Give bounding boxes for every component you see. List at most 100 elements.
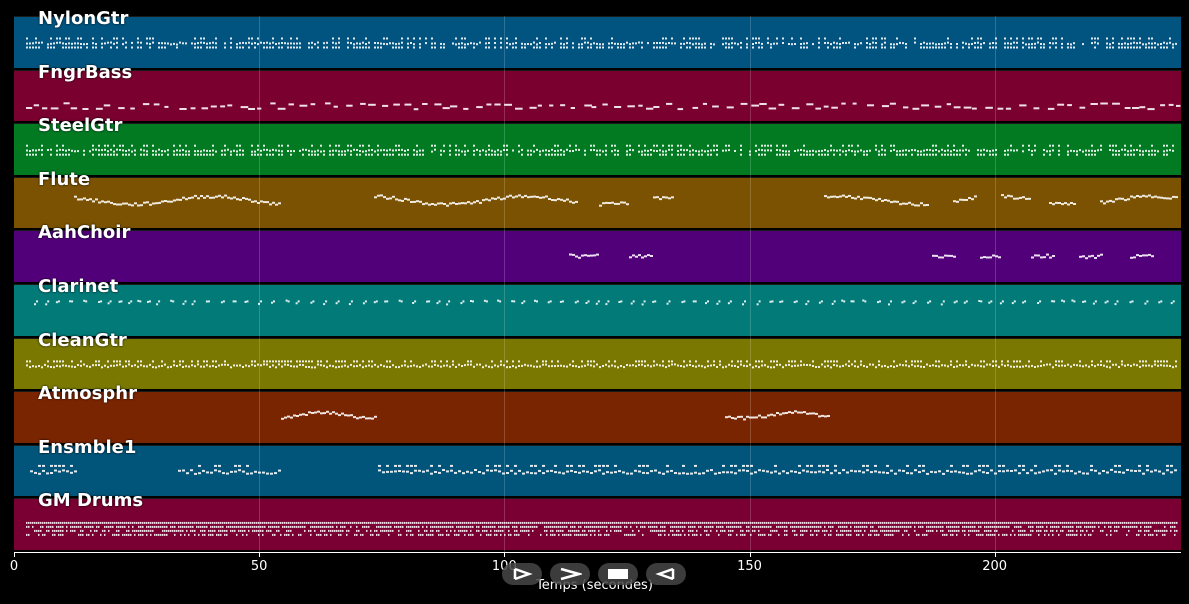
note bbox=[824, 415, 827, 418]
note bbox=[50, 153, 52, 156]
note bbox=[1160, 364, 1162, 367]
note bbox=[191, 360, 193, 363]
track-ensmble1[interactable]: Ensmble1 bbox=[14, 437, 1181, 497]
note bbox=[881, 144, 883, 147]
note bbox=[966, 525, 968, 528]
stop-button[interactable] bbox=[598, 563, 638, 585]
note bbox=[695, 37, 697, 40]
note bbox=[610, 525, 612, 528]
note bbox=[1046, 469, 1049, 472]
note bbox=[560, 149, 562, 152]
note bbox=[407, 153, 409, 156]
note bbox=[58, 464, 61, 467]
note bbox=[310, 103, 316, 106]
note bbox=[500, 41, 502, 44]
note bbox=[1058, 360, 1060, 363]
note bbox=[524, 525, 526, 528]
note bbox=[512, 521, 514, 524]
note bbox=[1016, 360, 1018, 363]
note bbox=[496, 529, 498, 532]
note bbox=[80, 525, 82, 528]
track-fngrbass[interactable]: FngrBass bbox=[14, 62, 1181, 122]
note bbox=[77, 198, 80, 201]
note bbox=[940, 303, 943, 306]
note bbox=[430, 525, 432, 528]
note bbox=[1166, 197, 1169, 200]
note bbox=[266, 201, 269, 204]
note bbox=[29, 360, 31, 363]
note bbox=[402, 525, 404, 528]
note bbox=[236, 150, 238, 153]
track-gm-drums[interactable]: GM Drums bbox=[14, 490, 1181, 550]
note bbox=[1007, 360, 1009, 363]
step-forward-button[interactable] bbox=[502, 563, 542, 585]
note bbox=[1028, 148, 1030, 151]
note bbox=[845, 195, 848, 198]
note bbox=[953, 106, 961, 109]
note bbox=[408, 521, 410, 524]
note bbox=[1098, 525, 1100, 528]
piano-roll[interactable]: NylonGtr FngrBass SteelGtr Flute AahChoir Cla… bbox=[14, 8, 1181, 552]
note bbox=[848, 533, 850, 536]
track-steelgtr[interactable]: SteelGtr bbox=[14, 115, 1181, 175]
note bbox=[869, 43, 871, 46]
note bbox=[506, 46, 508, 49]
note bbox=[380, 149, 382, 152]
note bbox=[420, 521, 422, 524]
track-aahchoir[interactable]: AahChoir bbox=[14, 222, 1181, 282]
note bbox=[905, 149, 907, 152]
note bbox=[98, 153, 100, 156]
note bbox=[281, 153, 283, 156]
note bbox=[347, 144, 349, 147]
note bbox=[1124, 153, 1126, 156]
note bbox=[1024, 521, 1026, 524]
note bbox=[893, 46, 895, 49]
note bbox=[930, 470, 933, 473]
note bbox=[341, 360, 343, 363]
note bbox=[566, 464, 569, 467]
note bbox=[576, 533, 578, 536]
note bbox=[884, 153, 886, 156]
note bbox=[602, 103, 608, 106]
note bbox=[1067, 42, 1069, 45]
note bbox=[600, 521, 602, 524]
note bbox=[1048, 533, 1050, 536]
note bbox=[570, 529, 572, 532]
track-clarinet[interactable]: Clarinet bbox=[14, 276, 1181, 336]
note bbox=[983, 148, 985, 151]
note bbox=[879, 300, 881, 303]
note bbox=[1148, 364, 1150, 367]
track-cleangtr[interactable]: CleanGtr bbox=[14, 330, 1181, 390]
note bbox=[650, 529, 652, 532]
note bbox=[779, 363, 781, 366]
note bbox=[523, 300, 526, 303]
track-nylongtr[interactable]: NylonGtr bbox=[14, 8, 1181, 68]
note bbox=[242, 521, 244, 524]
grid-line bbox=[994, 16, 996, 552]
note bbox=[430, 521, 432, 524]
note bbox=[156, 533, 158, 536]
note bbox=[244, 525, 246, 528]
note bbox=[590, 144, 592, 147]
note bbox=[1034, 46, 1036, 49]
note bbox=[358, 521, 360, 524]
note bbox=[184, 300, 187, 303]
note bbox=[47, 46, 49, 49]
note bbox=[1148, 42, 1150, 45]
track-atmosphr[interactable]: Atmosphr bbox=[14, 383, 1181, 443]
note bbox=[822, 521, 824, 524]
note bbox=[608, 202, 611, 204]
note bbox=[920, 202, 923, 205]
note bbox=[598, 469, 601, 472]
note bbox=[364, 300, 367, 303]
x-axis-line bbox=[14, 552, 1181, 553]
note bbox=[1130, 521, 1132, 524]
note bbox=[922, 525, 924, 528]
note bbox=[648, 521, 650, 524]
note bbox=[994, 472, 997, 475]
note bbox=[710, 46, 712, 49]
note bbox=[443, 43, 445, 46]
play-button[interactable] bbox=[550, 563, 590, 585]
rewind-button[interactable] bbox=[646, 563, 686, 585]
track-flute[interactable]: Flute bbox=[14, 169, 1181, 229]
